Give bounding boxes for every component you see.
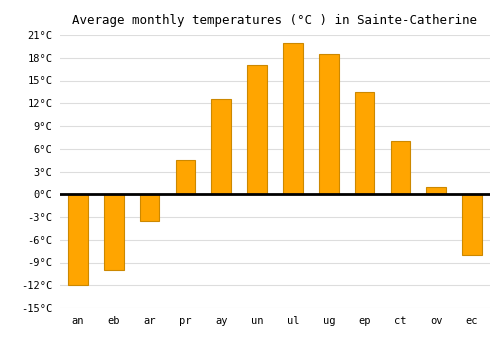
Bar xyxy=(354,92,374,194)
Bar xyxy=(212,99,231,194)
Bar xyxy=(68,194,88,285)
Bar xyxy=(390,141,410,194)
Bar xyxy=(140,194,160,221)
Bar xyxy=(247,65,267,194)
Bar xyxy=(283,43,303,194)
Bar xyxy=(104,194,124,270)
Bar xyxy=(426,187,446,194)
Bar xyxy=(176,160,196,194)
Bar xyxy=(462,194,482,255)
Bar xyxy=(319,54,338,194)
Title: Average monthly temperatures (°C ) in Sainte-Catherine: Average monthly temperatures (°C ) in Sa… xyxy=(72,14,477,27)
